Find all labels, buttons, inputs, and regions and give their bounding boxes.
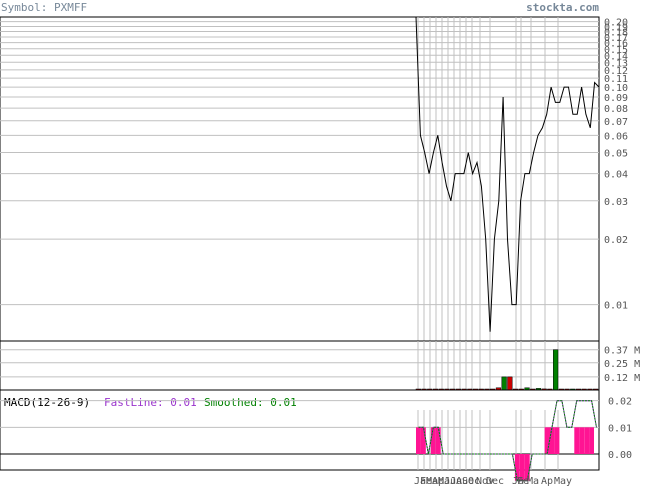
- price-tick-label: 0.07: [604, 117, 628, 128]
- x-tick-label: Ap: [541, 476, 553, 486]
- price-tick-label: 0.18: [604, 28, 628, 39]
- price-tick-label: 0.10: [604, 83, 628, 94]
- x-tick-label: Nov: [476, 476, 494, 486]
- macd-fastline-label: FastLine: 0.01: [104, 396, 197, 409]
- price-tick-label: 0.11: [604, 74, 628, 85]
- volume-bar: [507, 376, 513, 391]
- x-tick-label: Ma: [527, 476, 539, 486]
- volume-tick-label: 0.12 M: [604, 373, 640, 384]
- macd-smoothed-line: [418, 400, 597, 482]
- x-tick-label: Au: [456, 476, 468, 486]
- macd-tick-label: 0.00: [608, 450, 632, 461]
- macd-histogram-bar: [416, 427, 421, 454]
- macd-histogram-bar: [554, 427, 560, 454]
- x-tick-label: Ma: [438, 476, 450, 486]
- x-tick-label: Ju: [444, 476, 456, 486]
- price-tick-label: 0.08: [604, 104, 628, 115]
- x-tick-label: Ja: [512, 476, 524, 486]
- price-tick-label: 0.20: [604, 18, 628, 29]
- macd-smoothed-label: Smoothed: 0.01: [204, 396, 297, 409]
- price-tick-label: 0.05: [604, 149, 628, 160]
- macd-histogram-bar: [574, 427, 580, 454]
- price-panel: 0.200.190.180.170.160.150.140.130.120.11…: [0, 16, 628, 342]
- x-tick-label: Ap: [432, 476, 444, 486]
- x-tick-label: May: [554, 476, 572, 486]
- macd-histogram-bar: [524, 454, 530, 481]
- price-tick-label: 0.04: [604, 170, 628, 181]
- price-tick-label: 0.17: [604, 33, 628, 44]
- macd-histogram-bar: [420, 427, 426, 454]
- volume-tick-label: 0.25 M: [604, 359, 640, 370]
- macd-frame: [0, 389, 600, 471]
- macd-histogram-bar: [549, 427, 555, 454]
- macd-histogram-bar: [544, 427, 550, 454]
- macd-histogram-bar: [514, 454, 520, 481]
- macd-panel: MACD(12-26-9) FastLine: 0.01 Smoothed: 0…: [0, 389, 632, 482]
- symbol-label: Symbol: PXMFF: [1, 1, 87, 14]
- x-tick-label: Dec: [486, 476, 504, 486]
- macd-label: MACD(12-26-9): [4, 396, 90, 409]
- price-tick-label: 0.14: [604, 51, 628, 62]
- x-tick-label: Oc: [468, 476, 480, 486]
- macd-histogram-bar: [435, 427, 441, 454]
- macd-histogram-bar: [579, 427, 585, 454]
- price-series-line: [415, 16, 600, 332]
- x-tick-label: Ju: [450, 476, 462, 486]
- price-tick-label: 0.16: [604, 39, 628, 50]
- macd-histogram-bar: [519, 454, 525, 481]
- price-tick-label: 0.01: [604, 301, 628, 312]
- price-tick-label: 0.13: [604, 58, 628, 69]
- price-tick-label: 0.09: [604, 93, 628, 104]
- site-label[interactable]: stockta.com: [526, 1, 599, 14]
- price-tick-label: 0.12: [604, 66, 628, 77]
- price-tick-label: 0.19: [604, 22, 628, 33]
- macd-tick-label: 0.01: [608, 423, 632, 434]
- volume-bar: [501, 376, 507, 391]
- price-tick-label: 0.03: [604, 197, 628, 208]
- x-tick-label: Fe: [517, 476, 529, 486]
- macd-histogram-bar: [584, 427, 590, 454]
- price-tick-label: 0.15: [604, 45, 628, 56]
- x-tick-label: Ma: [426, 476, 438, 486]
- macd-histogram-bar: [589, 427, 594, 454]
- x-tick-label: Fe: [420, 476, 432, 486]
- macd-tick-label: 0.02: [608, 397, 632, 408]
- macd-fastline: [418, 400, 597, 482]
- volume-tick-label: 0.37 M: [604, 346, 640, 357]
- macd-histogram-bar: [430, 427, 436, 454]
- x-tick-label: Ja: [414, 476, 426, 486]
- price-frame: [0, 16, 600, 342]
- x-tick-label: Se: [462, 476, 474, 486]
- price-tick-label: 0.02: [604, 235, 628, 246]
- volume-bar: [553, 349, 559, 391]
- volume-panel: 0.37 M 0.25 M 0.12 M: [0, 340, 640, 391]
- price-tick-label: 0.06: [604, 131, 628, 142]
